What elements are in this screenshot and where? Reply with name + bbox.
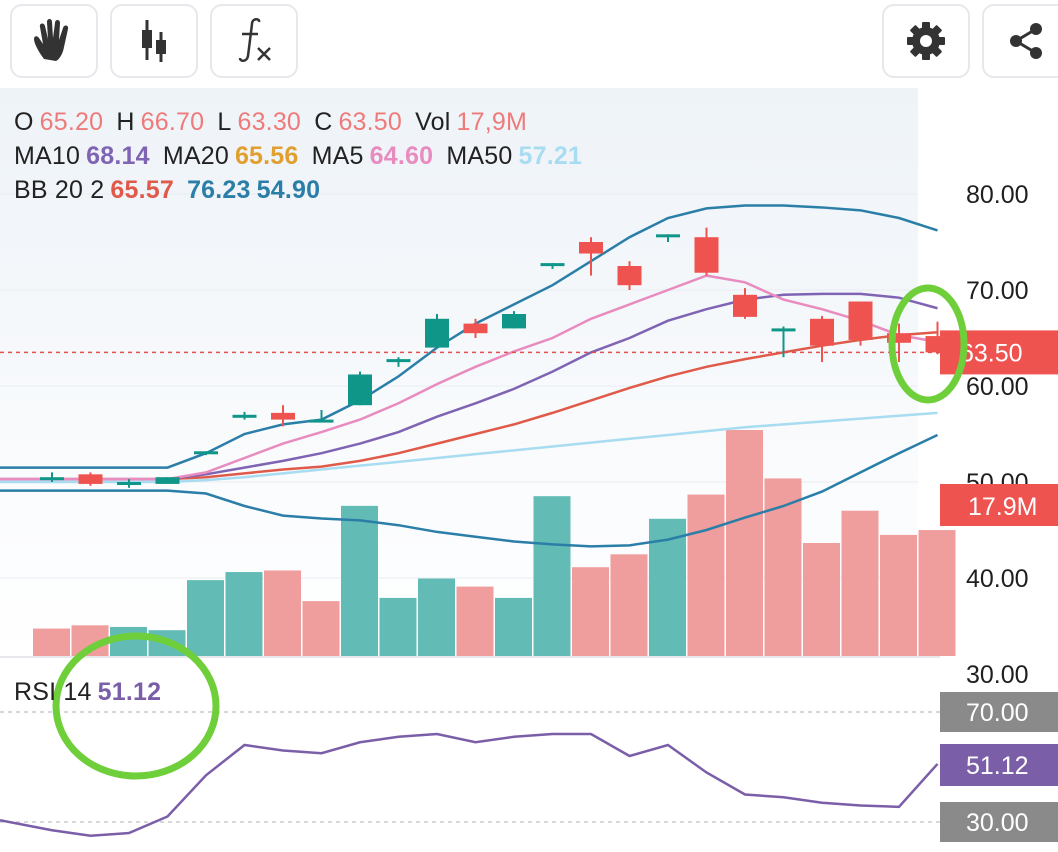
volume-bar [264,570,301,656]
candle-body [194,451,218,455]
y-tick-label: 60.00 [966,373,1029,401]
candlesticks [40,227,950,488]
volume-bar [572,567,609,656]
rsi-value-badge: 51.12 [940,744,1058,786]
svg-text:70.00: 70.00 [966,699,1029,727]
rsi-legend: RSI 14 51.12 [14,678,162,706]
svg-text:17.9M: 17.9M [968,493,1037,521]
y-tick-label: 30.00 [966,661,1029,689]
y-tick-label: 40.00 [966,565,1029,593]
svg-text:63.50: 63.50 [960,339,1023,367]
bb-lower-line [0,433,939,548]
rsi-line [0,732,939,838]
price-badge: 63.50 [940,330,1058,375]
svg-text:51.12: 51.12 [966,752,1029,780]
candle-body [232,414,257,418]
rsi-panel [0,711,940,838]
volume-bar [841,510,879,656]
ohlc-legend: O 65.20 H 66.70 L 63.30 C 63.50 Vol 17,9M [14,108,528,136]
volume-badge: 17.9M [940,484,1058,526]
volume-bar [33,628,70,656]
candle-body [887,333,911,343]
bb-legend: BB 20 2 65.57 76.23 54.90 [14,176,321,204]
y-tick-label: 80.00 [966,181,1029,209]
hand-icon [34,19,69,61]
volume-bar [918,530,956,656]
volume-bar [225,572,263,656]
candle-body [579,242,603,254]
candlestick-icon [142,20,166,62]
candle-body [463,323,488,334]
gear-icon [907,22,945,60]
volume-bar [726,430,763,656]
candle-body [771,328,796,332]
y-tick-label: 70.00 [966,277,1029,305]
candle-body [617,266,642,286]
candle-body [155,477,180,484]
volume-bar [803,543,840,656]
volume-bar [187,580,224,656]
ma-legend: MA10 68.14 MA20 65.56 MA5 64.60 MA50 57.21 [14,142,583,170]
rsi-high-badge: 70.00 [940,692,1058,732]
candle-body [848,301,873,340]
candle-body [502,314,526,329]
candle-body [271,412,295,420]
candle-body [810,318,834,346]
candle-body [348,374,372,406]
chart-type-button[interactable] [110,4,198,78]
volume-bar [533,496,571,656]
hand-tool-button[interactable] [10,4,98,78]
share-button[interactable] [982,4,1058,78]
volume-bar [764,478,802,656]
share-icon [1010,23,1042,59]
candle-body [117,482,141,485]
candle-body [386,359,411,363]
candle-body [40,477,64,481]
candle-body [540,263,565,267]
highlight-circle-rsi [52,632,220,780]
candle-body [425,318,449,348]
volume-bar [379,597,417,656]
indicators-button[interactable] [210,4,298,78]
volume-bar [302,601,340,656]
volume-bar [456,586,494,656]
candle-body [309,419,334,423]
settings-button[interactable] [882,4,970,78]
highlight-circle-price [888,284,968,404]
volume-bar [610,554,648,656]
volume-bar [418,578,455,656]
candle-body [656,234,680,238]
volume-bar [880,534,917,656]
candle-body [78,474,103,484]
volume-bar [495,597,532,656]
svg-text:30.00: 30.00 [966,809,1029,837]
volume-bar [341,505,378,656]
volume-bar [687,494,725,656]
function-icon [238,18,271,62]
candle-body [694,237,719,273]
rsi-low-badge: 30.00 [940,802,1058,842]
candle-body [733,294,757,317]
